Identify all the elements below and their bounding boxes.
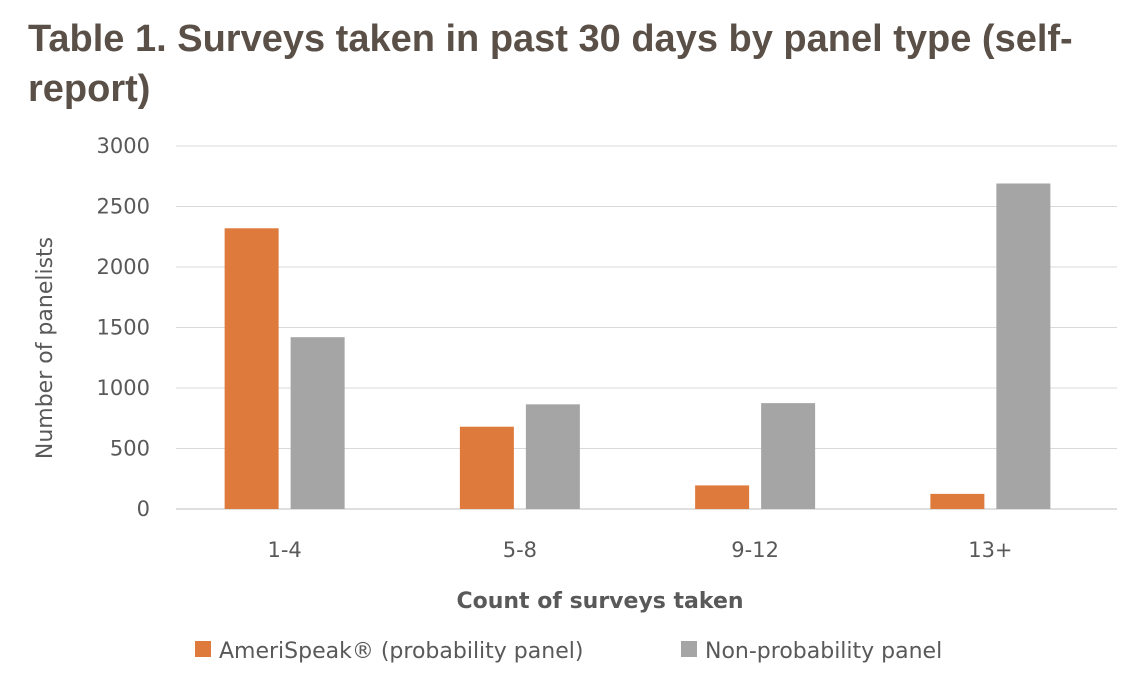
bar-1-4-series-2 (290, 337, 345, 509)
y-tick-label: 2500 (97, 195, 150, 219)
x-tick-label: 13+ (968, 538, 1012, 562)
bar-1-4-series-1 (224, 228, 279, 509)
bar-5-8-series-1 (459, 426, 514, 509)
y-tick-label: 3000 (97, 134, 150, 158)
x-tick-label: 5-8 (503, 538, 537, 562)
bars (224, 183, 1051, 509)
x-axis-ticks: 1-4 5-8 9-12 13+ (267, 538, 1012, 562)
bar-13+-series-1 (930, 493, 985, 509)
x-axis-label: Count of surveys taken (456, 589, 743, 614)
bar-9-12-series-2 (761, 403, 816, 509)
bar-9-12-series-1 (695, 485, 750, 509)
x-tick-label: 9-12 (731, 538, 779, 562)
legend: AmeriSpeak® (probability panel) Non-proba… (195, 639, 942, 664)
chart-title: Table 1. Surveys taken in past 30 days b… (28, 18, 1073, 110)
x-tick-label: 1-4 (267, 538, 301, 562)
y-axis-ticks: 0 500 1000 1500 2000 2500 3000 (97, 134, 150, 521)
legend-swatch (195, 641, 211, 657)
legend-label: Non-probability panel (705, 639, 942, 664)
bar-5-8-series-2 (525, 404, 580, 509)
y-tick-label: 1000 (97, 376, 150, 400)
legend-swatch (681, 641, 697, 657)
y-tick-label: 500 (110, 437, 150, 461)
bar-13+-series-2 (996, 183, 1051, 509)
y-tick-label: 1500 (97, 316, 150, 340)
legend-label: AmeriSpeak® (probability panel) (219, 639, 583, 664)
y-tick-label: 0 (137, 497, 150, 521)
y-axis-label: Number of panelists (33, 237, 58, 459)
y-tick-label: 2000 (97, 255, 150, 279)
